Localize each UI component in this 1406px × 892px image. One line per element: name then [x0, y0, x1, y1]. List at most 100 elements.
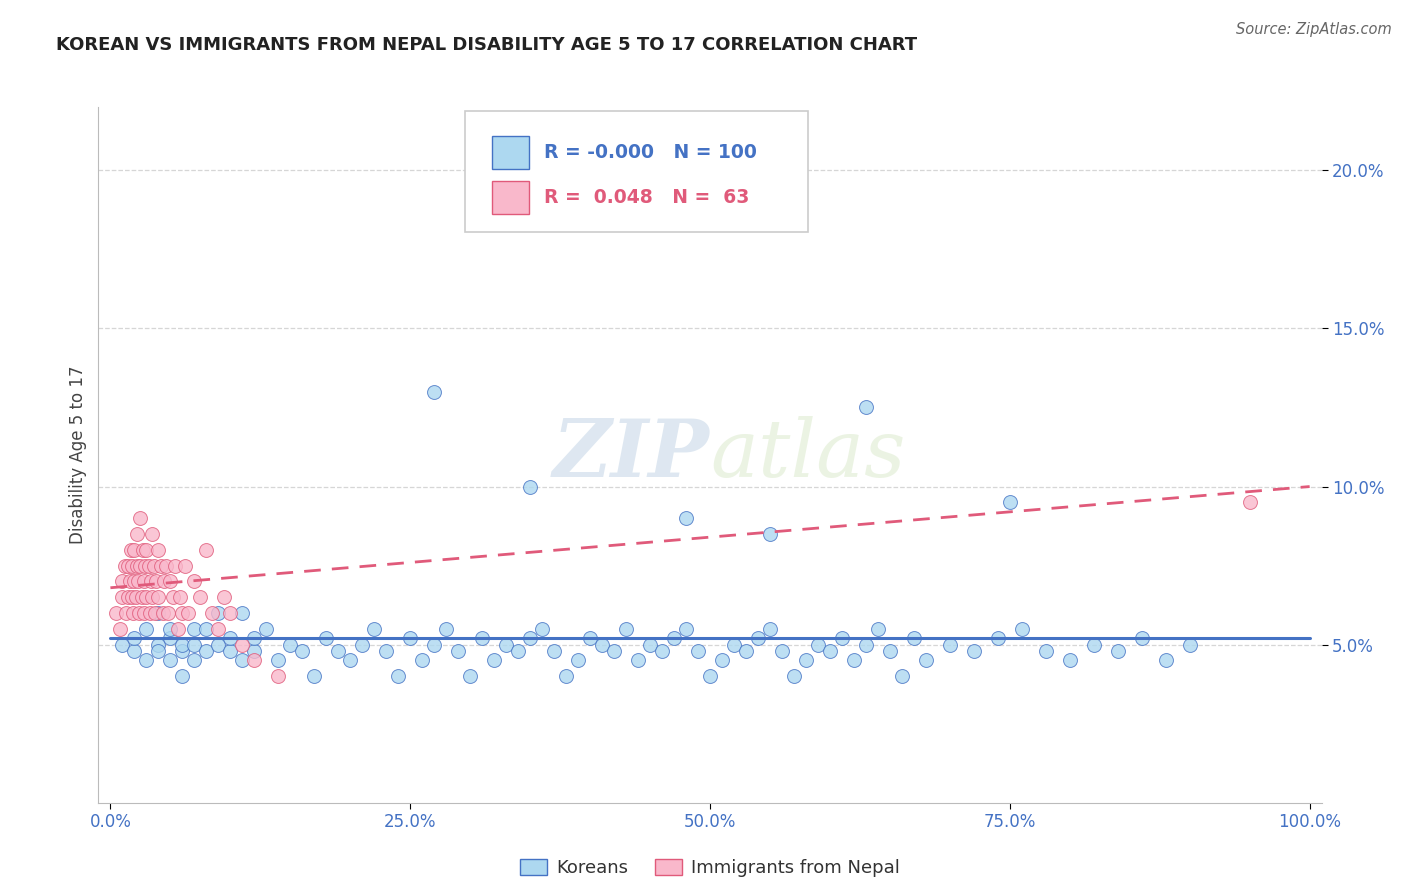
- Point: [339, 653, 361, 667]
- Point: [111, 591, 134, 605]
- Point: [195, 644, 218, 658]
- Point: [155, 558, 177, 573]
- Point: [495, 638, 517, 652]
- FancyBboxPatch shape: [492, 136, 529, 169]
- Point: [231, 653, 253, 667]
- Point: [842, 653, 865, 667]
- Point: [471, 632, 494, 646]
- Point: [121, 558, 143, 573]
- Point: [183, 653, 205, 667]
- Point: [1107, 644, 1129, 658]
- Point: [159, 574, 181, 589]
- Point: [1178, 638, 1201, 652]
- Point: [172, 669, 194, 683]
- Point: [686, 644, 709, 658]
- Point: [214, 591, 236, 605]
- Point: [219, 644, 242, 658]
- Point: [1035, 644, 1057, 658]
- Point: [183, 574, 205, 589]
- Point: [201, 606, 224, 620]
- Point: [117, 591, 139, 605]
- Point: [818, 644, 841, 658]
- Point: [231, 638, 253, 652]
- Point: [254, 622, 277, 636]
- Point: [531, 622, 554, 636]
- Point: [423, 384, 446, 399]
- Point: [159, 653, 181, 667]
- Point: [567, 653, 589, 667]
- Point: [156, 606, 179, 620]
- Point: [120, 542, 142, 557]
- Point: [148, 644, 170, 658]
- Point: [188, 591, 212, 605]
- Point: [124, 574, 146, 589]
- Point: [447, 644, 470, 658]
- Point: [141, 574, 163, 589]
- Point: [543, 644, 565, 658]
- Point: [1154, 653, 1177, 667]
- Text: ZIP: ZIP: [553, 417, 710, 493]
- Point: [987, 632, 1010, 646]
- Point: [591, 638, 613, 652]
- Point: [207, 622, 229, 636]
- Point: [243, 632, 266, 646]
- Point: [998, 495, 1021, 509]
- Point: [183, 622, 205, 636]
- Point: [152, 606, 174, 620]
- Point: [108, 622, 131, 636]
- Point: [627, 653, 650, 667]
- Point: [127, 574, 149, 589]
- Point: [783, 669, 806, 683]
- Point: [770, 644, 793, 658]
- Point: [124, 542, 146, 557]
- Point: [963, 644, 986, 658]
- Point: [614, 622, 637, 636]
- Text: R = -0.000   N = 100: R = -0.000 N = 100: [544, 143, 756, 161]
- Point: [866, 622, 889, 636]
- Point: [831, 632, 853, 646]
- Point: [162, 591, 184, 605]
- Point: [915, 653, 938, 667]
- Point: [879, 644, 901, 658]
- Point: [699, 669, 721, 683]
- Point: [219, 632, 242, 646]
- Y-axis label: Disability Age 5 to 17: Disability Age 5 to 17: [69, 366, 87, 544]
- Point: [411, 653, 433, 667]
- Point: [794, 653, 817, 667]
- Legend: Koreans, Immigrants from Nepal: Koreans, Immigrants from Nepal: [513, 852, 907, 884]
- Point: [434, 622, 457, 636]
- Point: [122, 606, 145, 620]
- Point: [328, 644, 350, 658]
- Point: [132, 574, 155, 589]
- Point: [662, 632, 685, 646]
- Point: [1011, 622, 1033, 636]
- Point: [118, 574, 141, 589]
- Point: [267, 653, 290, 667]
- Point: [890, 669, 912, 683]
- Point: [165, 558, 187, 573]
- Point: [243, 644, 266, 658]
- Point: [195, 622, 218, 636]
- Point: [387, 669, 409, 683]
- Point: [153, 574, 176, 589]
- Point: [555, 669, 578, 683]
- Point: [675, 511, 697, 525]
- Point: [141, 527, 163, 541]
- Point: [1239, 495, 1261, 509]
- Point: [148, 606, 170, 620]
- Point: [352, 638, 374, 652]
- Point: [304, 669, 326, 683]
- Point: [638, 638, 661, 652]
- Point: [219, 606, 242, 620]
- FancyBboxPatch shape: [465, 111, 808, 232]
- Point: [939, 638, 962, 652]
- Point: [399, 632, 422, 646]
- Point: [1130, 632, 1153, 646]
- Point: [195, 542, 218, 557]
- Point: [111, 574, 134, 589]
- Point: [149, 558, 172, 573]
- Point: [759, 622, 782, 636]
- Point: [1083, 638, 1105, 652]
- Point: [131, 591, 153, 605]
- Point: [243, 653, 266, 667]
